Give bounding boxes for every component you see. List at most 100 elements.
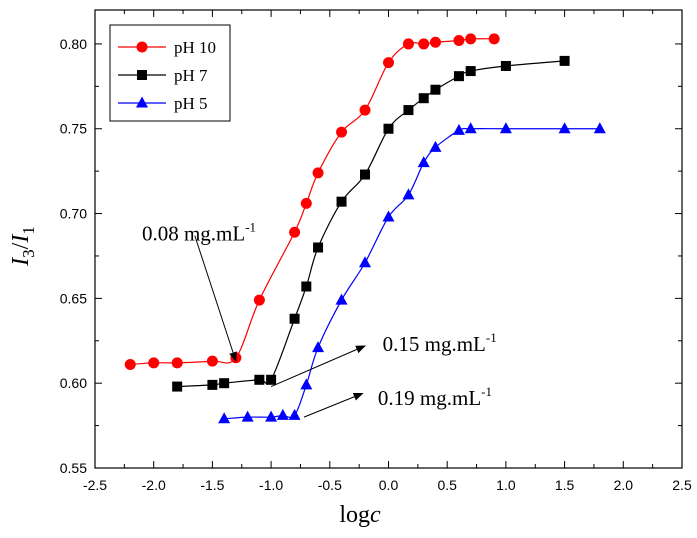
- annotation-label-sup: -1: [245, 220, 256, 235]
- annotation-arrow: [194, 235, 237, 363]
- x-tick-label: -0.5: [318, 477, 342, 493]
- data-point: [300, 197, 312, 209]
- annotation-label: 0.08 mg.mL-1: [142, 220, 256, 246]
- annotation-1: 0.15 mg.mL-1: [270, 330, 497, 388]
- y-axis-title-slash: /: [8, 242, 34, 249]
- data-point: [418, 93, 429, 104]
- x-tick-label: -1.0: [259, 477, 283, 493]
- data-point: [276, 408, 289, 420]
- x-tick-label: 1.5: [555, 477, 575, 493]
- legend-box: [109, 24, 231, 122]
- data-point: [383, 57, 394, 69]
- data-point: [254, 374, 265, 385]
- annotation-arrow: [303, 392, 364, 418]
- data-point: [124, 359, 136, 371]
- y-tick-label: 0.75: [60, 121, 87, 137]
- annotation-label-sup: -1: [481, 384, 492, 399]
- data-point: [219, 378, 230, 389]
- annotation-label-main: 0.15 mg.mL: [383, 332, 486, 356]
- data-point: [265, 410, 278, 422]
- data-point: [289, 226, 301, 238]
- data-point: [207, 379, 218, 390]
- data-point: [453, 35, 465, 47]
- y-axis-title: I3/I1: [8, 226, 38, 267]
- series-0: [124, 33, 500, 371]
- annotation-label-sup: -1: [486, 330, 497, 345]
- data-point: [465, 66, 476, 77]
- x-tick-label: -2.0: [142, 477, 166, 493]
- data-point: [313, 242, 324, 253]
- series-layer: [124, 33, 606, 424]
- y-axis-title-base2: I: [8, 234, 34, 244]
- data-point: [558, 122, 571, 134]
- y-axis-title-sub1: 3: [19, 249, 38, 258]
- data-point: [148, 357, 160, 369]
- legend-item-1: pH 7: [118, 66, 208, 85]
- data-point: [465, 33, 477, 45]
- data-point: [336, 126, 348, 138]
- x-tick-label: -1.5: [200, 477, 224, 493]
- x-tick-label: 2.5: [672, 477, 692, 493]
- data-point: [312, 167, 324, 179]
- data-point: [593, 122, 606, 134]
- data-point: [301, 281, 312, 292]
- data-point: [266, 374, 277, 385]
- data-point: [499, 122, 512, 134]
- data-point: [429, 140, 442, 152]
- data-point: [452, 123, 465, 135]
- legend-label: pH 5: [174, 94, 208, 113]
- data-point: [312, 341, 325, 353]
- legend-marker: [137, 70, 147, 80]
- data-point: [488, 33, 500, 45]
- legend: pH 10 pH 7 pH 5: [109, 24, 231, 122]
- x-tick-label: 1.0: [496, 477, 516, 493]
- data-point: [402, 38, 414, 50]
- data-point: [383, 123, 394, 134]
- annotation-2: 0.19 mg.mL-1: [303, 384, 492, 418]
- x-tick-label: 0.0: [379, 477, 399, 493]
- annotations-layer: 0.08 mg.mL-10.15 mg.mL-10.19 mg.mL-1: [142, 220, 497, 418]
- data-point: [360, 169, 371, 180]
- legend-label: pH 7: [174, 66, 208, 85]
- legend-marker: [136, 41, 148, 53]
- x-axis-title: logc: [339, 502, 381, 528]
- data-point: [359, 104, 371, 116]
- annotation-label-main: 0.08 mg.mL: [142, 222, 245, 246]
- data-point: [206, 355, 218, 367]
- legend-item-2: pH 5: [118, 94, 208, 113]
- legend-item-0: pH 10: [118, 38, 216, 57]
- data-point: [171, 357, 183, 369]
- data-point: [359, 256, 372, 268]
- legend-label: pH 10: [174, 38, 216, 57]
- data-point: [253, 294, 265, 306]
- y-tick-label: 0.80: [60, 36, 87, 52]
- data-point: [336, 196, 347, 207]
- data-point: [241, 410, 254, 422]
- y-tick-label: 0.60: [60, 375, 87, 391]
- annotation-label-main: 0.19 mg.mL: [378, 386, 481, 410]
- data-point: [464, 122, 477, 134]
- data-point: [417, 156, 430, 168]
- annotation-label: 0.15 mg.mL-1: [383, 330, 497, 356]
- series-2: [218, 122, 606, 424]
- data-point: [559, 55, 570, 66]
- y-tick-label: 0.55: [60, 460, 87, 476]
- data-point: [430, 84, 441, 95]
- data-point: [500, 60, 511, 71]
- data-point: [402, 188, 415, 200]
- x-axis-title-italic: c: [370, 502, 381, 528]
- x-tick-label: 2.0: [614, 477, 634, 493]
- x-tick-label: -2.5: [83, 477, 107, 493]
- annotation-arrow: [270, 345, 366, 388]
- x-axis-title-main: log: [339, 502, 370, 528]
- data-point: [300, 378, 313, 390]
- series-line: [224, 127, 600, 420]
- data-point: [230, 352, 242, 364]
- series-1: [172, 55, 570, 392]
- data-point: [172, 381, 183, 392]
- y-axis-title-base: I: [8, 257, 34, 267]
- data-point: [218, 412, 231, 424]
- annotation-label: 0.19 mg.mL-1: [378, 384, 492, 410]
